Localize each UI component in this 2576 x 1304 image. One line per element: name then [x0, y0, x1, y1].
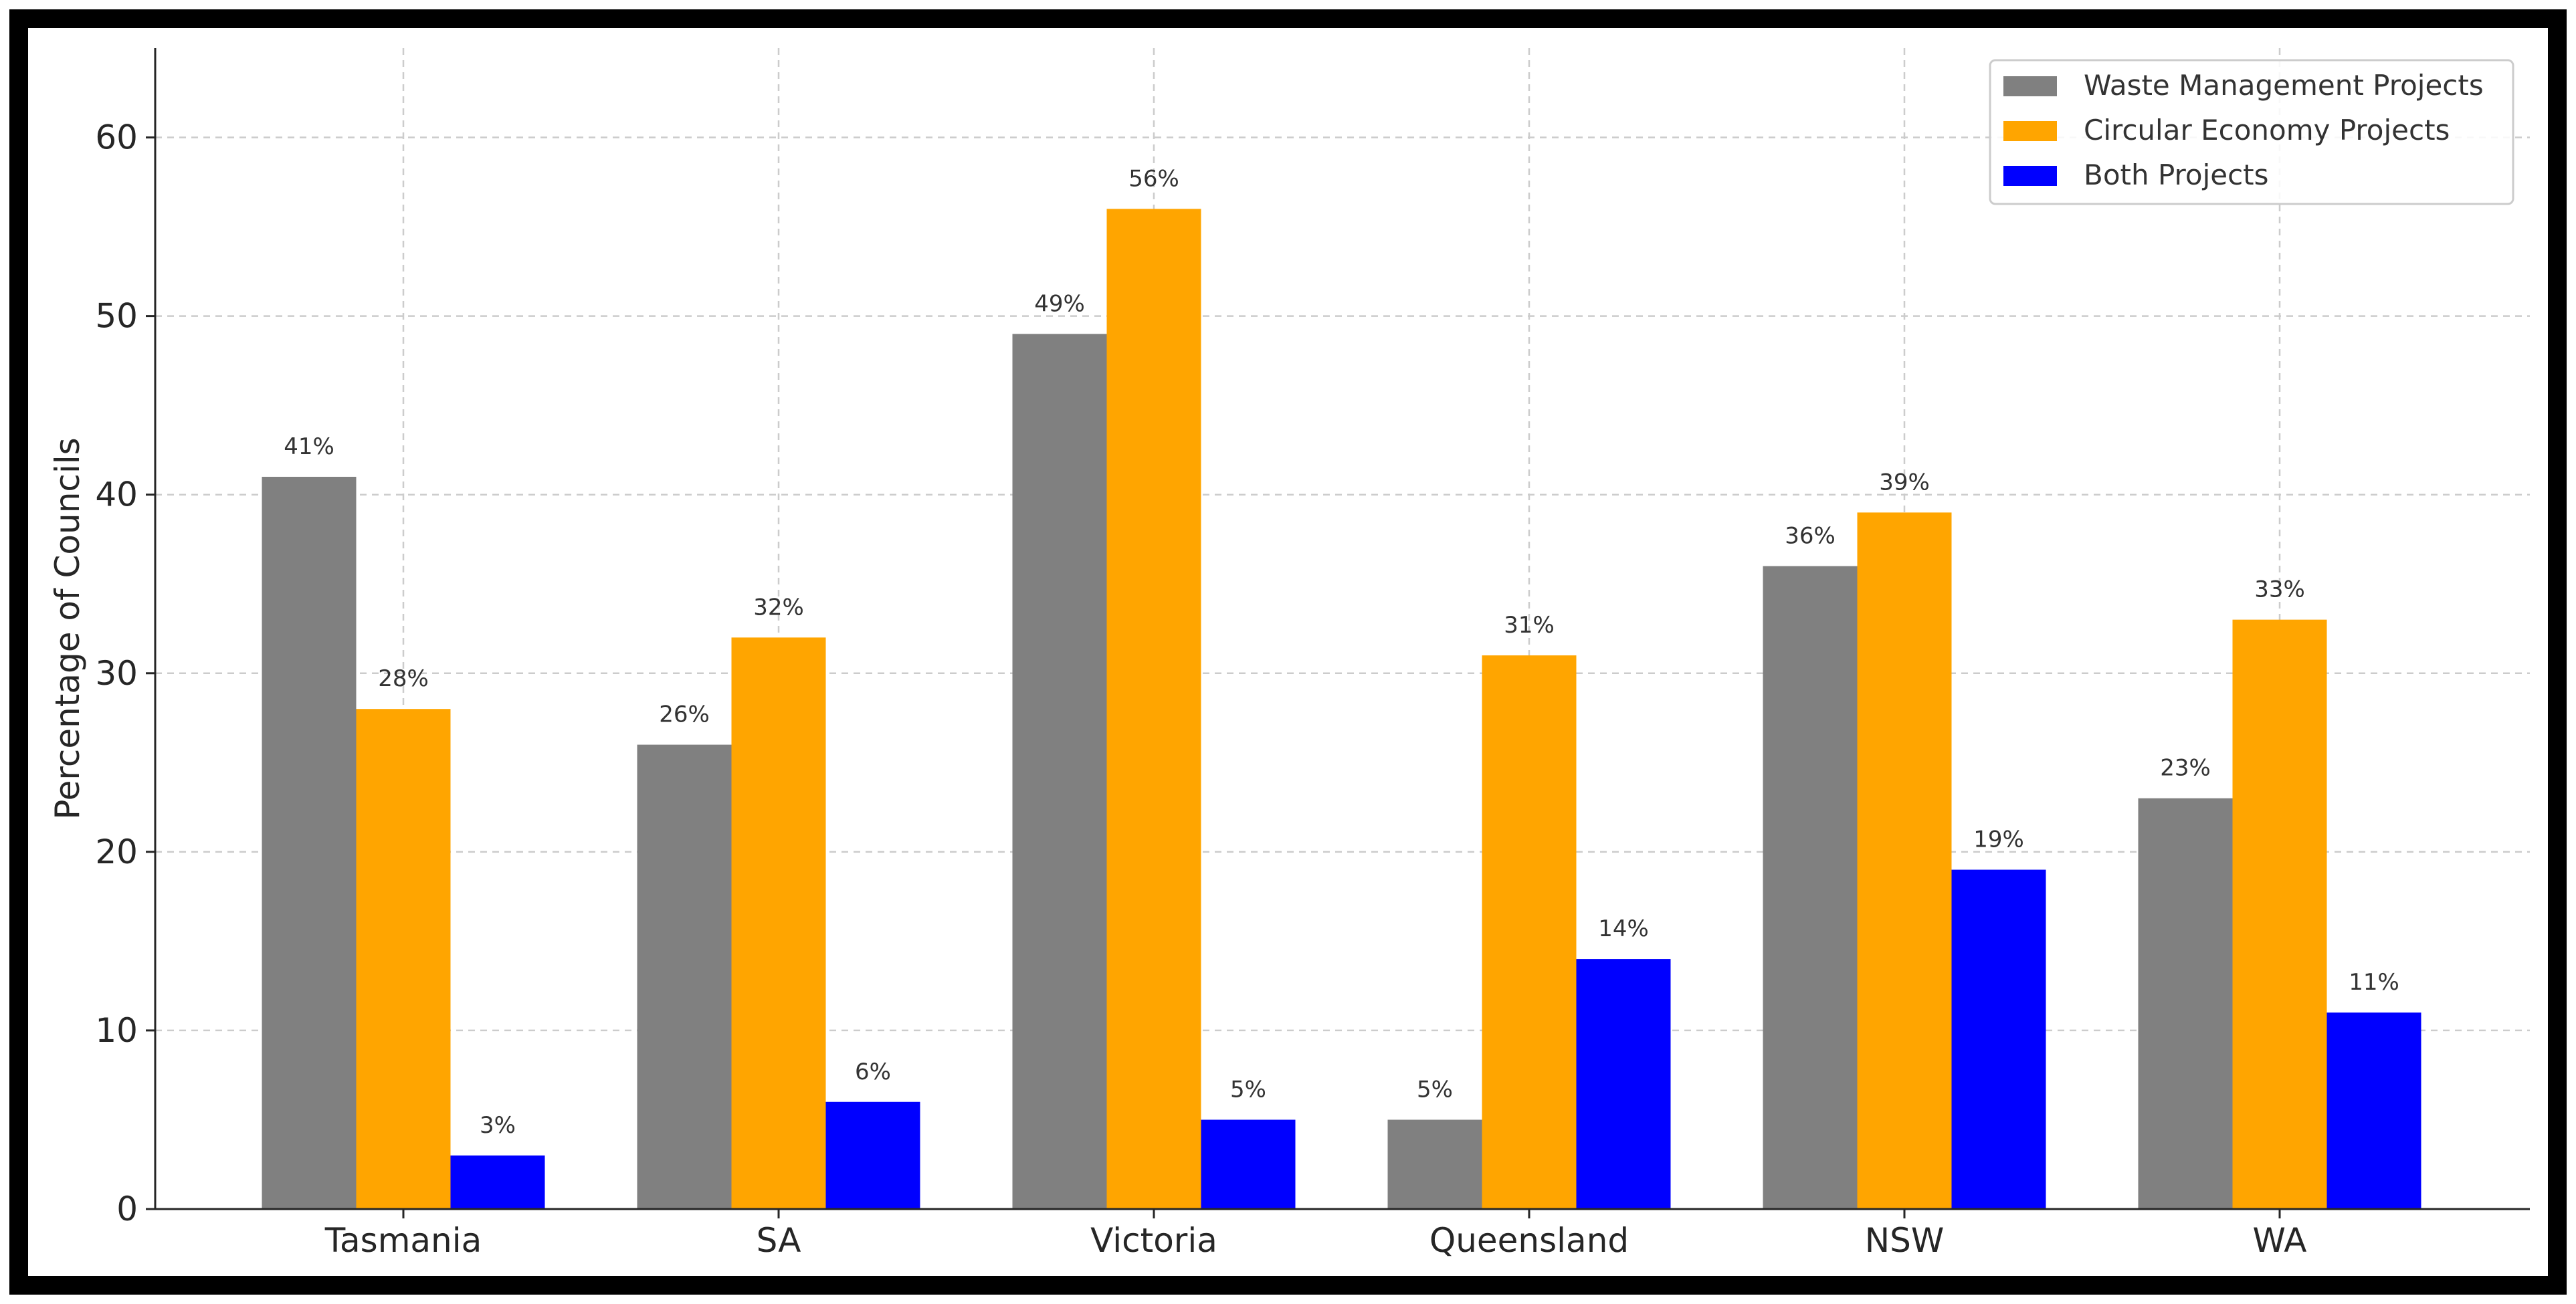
legend-swatch	[2003, 166, 2057, 186]
data-label: 6%	[855, 1059, 891, 1085]
bar-nsw-series-0	[1763, 566, 1858, 1209]
bar-queensland-series-0	[1387, 1119, 1482, 1209]
bar-tasmania-series-2	[450, 1155, 545, 1209]
bar-victoria-series-0	[1012, 334, 1107, 1209]
bar-tasmania-series-0	[262, 476, 357, 1209]
y-tick-label: 60	[95, 118, 138, 157]
y-tick-label: 10	[95, 1011, 138, 1050]
data-labels: 41% 26% 49% 5% 36% 23% 28% 32% 56% 31% 39% 33% 3% 6% 5…	[284, 165, 2399, 1139]
data-label: 33%	[2254, 576, 2305, 603]
data-label: 5%	[1417, 1076, 1453, 1103]
y-tick-label: 30	[95, 654, 138, 693]
data-label: 3%	[480, 1112, 516, 1139]
x-tick-label-queensland: Queensland	[1429, 1221, 1629, 1260]
bar-nsw-series-2	[1951, 869, 2046, 1209]
data-label: 39%	[1879, 469, 1930, 496]
x-tick-label-sa: SA	[757, 1221, 801, 1260]
x-tick-label-wa: WA	[2253, 1221, 2307, 1260]
bar-victoria-series-1	[1106, 209, 1201, 1209]
legend: Waste Management Projects Circular Econom…	[1989, 59, 2514, 205]
data-label: 5%	[1230, 1076, 1266, 1103]
legend-label: Both Projects	[2084, 158, 2269, 191]
legend-label: Waste Management Projects	[2084, 69, 2484, 102]
legend-swatch	[2003, 76, 2057, 96]
data-label: 14%	[1598, 915, 1649, 942]
bar-queensland-series-1	[1482, 655, 1577, 1209]
bar-wa-series-1	[2232, 619, 2327, 1209]
legend-swatch	[2003, 121, 2057, 141]
axes: 0 10 20 30 40 50 60 Tasmania SA Victoria Queenslan…	[95, 48, 2530, 1260]
y-tick-label: 0	[116, 1190, 138, 1228]
bar-sa-series-2	[825, 1101, 920, 1209]
data-label: 56%	[1128, 165, 1179, 192]
data-label: 32%	[753, 594, 804, 621]
x-tick-label-tasmania: Tasmania	[324, 1221, 482, 1260]
data-label: 28%	[378, 665, 429, 692]
data-label: 19%	[1973, 827, 2024, 853]
legend-label: Circular Economy Projects	[2084, 114, 2450, 146]
y-tick-label: 20	[95, 833, 138, 871]
data-label: 26%	[659, 701, 710, 728]
data-label: 49%	[1034, 290, 1085, 317]
legend-box	[1989, 59, 2514, 205]
x-tick-label-victoria: Victoria	[1090, 1221, 1217, 1260]
y-tick-label: 40	[95, 475, 138, 514]
data-label: 36%	[1785, 523, 1836, 550]
bar-queensland-series-2	[1576, 959, 1671, 1209]
bar-sa-series-0	[637, 744, 732, 1209]
bar-wa-series-0	[2138, 798, 2233, 1209]
data-label: 41%	[284, 433, 334, 460]
bar-victoria-series-2	[1201, 1119, 1296, 1209]
bar-wa-series-2	[2326, 1012, 2421, 1209]
bars	[262, 209, 2421, 1209]
y-axis-label: Percentage of Councils	[48, 437, 87, 819]
x-tick-label-nsw: NSW	[1865, 1221, 1945, 1260]
data-label: 23%	[2160, 755, 2211, 782]
bar-sa-series-1	[731, 637, 826, 1209]
y-tick-label: 50	[95, 297, 138, 336]
data-label: 11%	[2349, 969, 2399, 996]
bar-nsw-series-1	[1857, 512, 1952, 1209]
data-label: 31%	[1504, 612, 1555, 639]
bar-tasmania-series-1	[356, 709, 451, 1209]
